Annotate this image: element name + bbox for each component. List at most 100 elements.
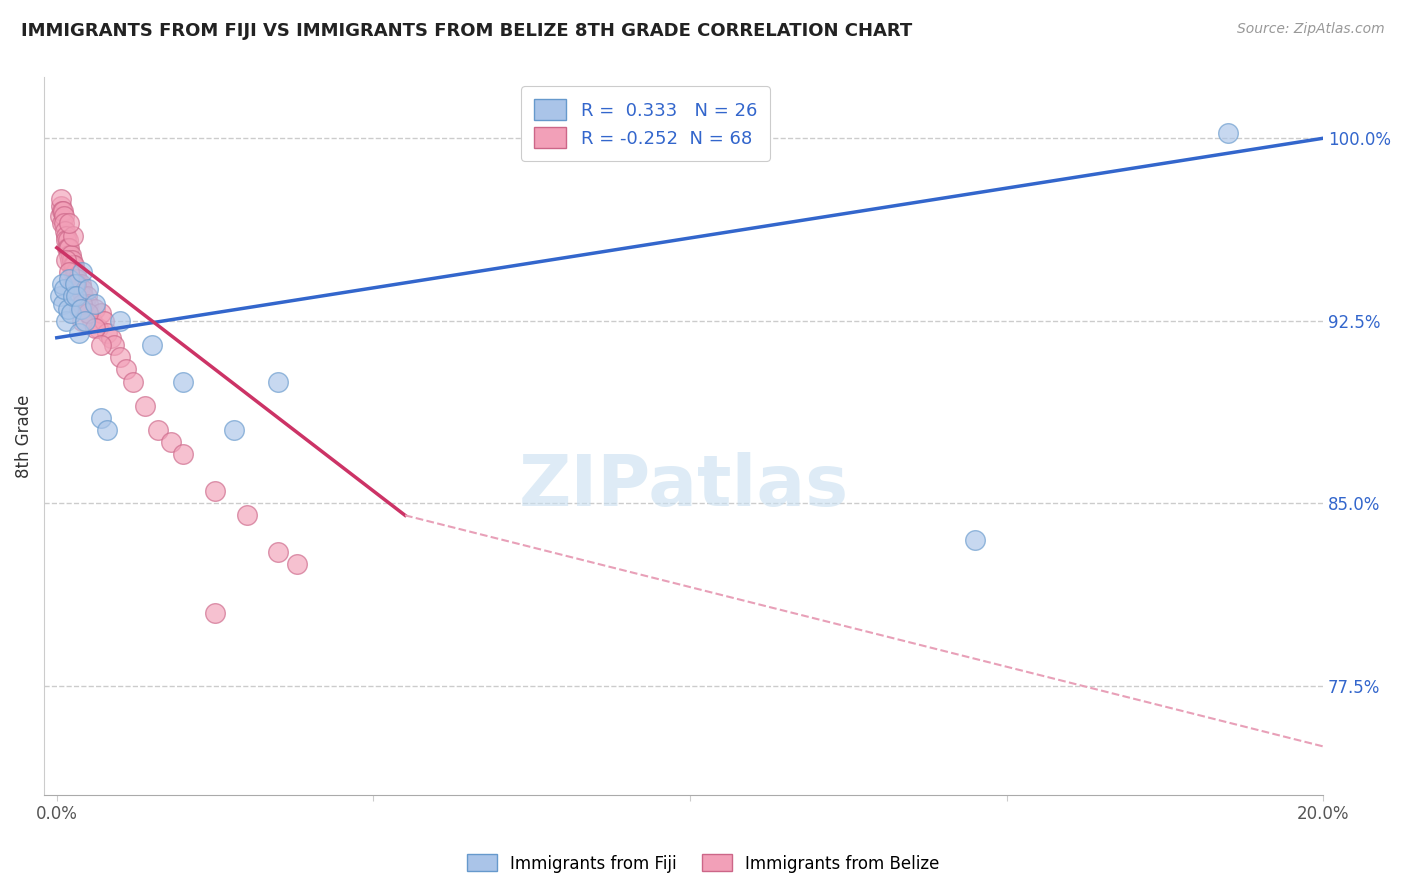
Point bbox=[59, 306, 82, 320]
Point bbox=[59, 248, 82, 262]
Point bbox=[62, 277, 84, 292]
Point bbox=[51, 192, 73, 206]
Point bbox=[62, 228, 84, 243]
Point bbox=[52, 296, 75, 310]
Point bbox=[67, 277, 90, 292]
Point bbox=[60, 252, 83, 267]
Point bbox=[93, 314, 115, 328]
Point bbox=[56, 241, 79, 255]
Point bbox=[52, 209, 75, 223]
Point bbox=[55, 234, 77, 248]
Point bbox=[66, 272, 89, 286]
Point bbox=[90, 306, 112, 320]
Point bbox=[49, 289, 72, 303]
Point bbox=[77, 306, 100, 320]
Point bbox=[58, 216, 80, 230]
Point bbox=[100, 331, 122, 345]
Point bbox=[204, 606, 226, 620]
Point bbox=[56, 241, 79, 255]
Point bbox=[56, 234, 79, 248]
Point bbox=[963, 533, 986, 547]
Point bbox=[96, 326, 118, 340]
Point bbox=[53, 216, 76, 230]
Point bbox=[59, 252, 82, 267]
Point bbox=[267, 545, 290, 559]
Point bbox=[235, 508, 257, 523]
Text: Source: ZipAtlas.com: Source: ZipAtlas.com bbox=[1237, 22, 1385, 37]
Point bbox=[76, 289, 98, 303]
Point bbox=[108, 314, 131, 328]
Point bbox=[287, 557, 309, 571]
Point bbox=[80, 314, 103, 328]
Point bbox=[53, 282, 76, 296]
Point bbox=[55, 228, 77, 243]
Point bbox=[55, 252, 77, 267]
Point bbox=[204, 483, 226, 498]
Point bbox=[90, 338, 112, 352]
Point bbox=[1218, 127, 1240, 141]
Point bbox=[103, 338, 125, 352]
Point bbox=[70, 296, 93, 310]
Point bbox=[52, 204, 75, 219]
Point bbox=[51, 277, 73, 292]
Point bbox=[222, 423, 245, 437]
Point bbox=[70, 282, 93, 296]
Point bbox=[55, 314, 77, 328]
Point bbox=[62, 289, 84, 303]
Point bbox=[58, 248, 80, 262]
Point bbox=[267, 375, 290, 389]
Point bbox=[172, 448, 194, 462]
Point bbox=[62, 258, 84, 272]
Point bbox=[65, 289, 87, 303]
Point bbox=[69, 301, 91, 316]
Point bbox=[53, 224, 76, 238]
Point bbox=[69, 282, 91, 296]
Point bbox=[58, 272, 80, 286]
Point bbox=[56, 301, 79, 316]
Point bbox=[70, 265, 93, 279]
Point bbox=[134, 399, 156, 413]
Point bbox=[108, 350, 131, 364]
Point bbox=[172, 375, 194, 389]
Y-axis label: 8th Grade: 8th Grade bbox=[15, 394, 32, 478]
Point bbox=[63, 272, 86, 286]
Point bbox=[67, 326, 90, 340]
Point bbox=[75, 296, 97, 310]
Point bbox=[141, 338, 163, 352]
Point bbox=[146, 423, 169, 437]
Legend: Immigrants from Fiji, Immigrants from Belize: Immigrants from Fiji, Immigrants from Be… bbox=[460, 847, 946, 880]
Point bbox=[87, 321, 110, 335]
Point bbox=[159, 435, 181, 450]
Point bbox=[62, 265, 84, 279]
Point bbox=[90, 411, 112, 425]
Text: IMMIGRANTS FROM FIJI VS IMMIGRANTS FROM BELIZE 8TH GRADE CORRELATION CHART: IMMIGRANTS FROM FIJI VS IMMIGRANTS FROM … bbox=[21, 22, 912, 40]
Point bbox=[77, 296, 100, 310]
Point bbox=[83, 296, 105, 310]
Point bbox=[58, 241, 80, 255]
Point bbox=[96, 423, 118, 437]
Point bbox=[49, 209, 72, 223]
Point bbox=[65, 289, 87, 303]
Point bbox=[65, 277, 87, 292]
Point bbox=[63, 277, 86, 292]
Point bbox=[83, 321, 105, 335]
Point bbox=[69, 277, 91, 292]
Point bbox=[49, 199, 72, 213]
Point bbox=[70, 314, 93, 328]
Point bbox=[121, 375, 143, 389]
Point bbox=[63, 258, 86, 272]
Point bbox=[77, 282, 100, 296]
Point bbox=[58, 265, 80, 279]
Point bbox=[65, 265, 87, 279]
Point bbox=[115, 362, 138, 376]
Point bbox=[72, 289, 94, 303]
Point bbox=[60, 258, 83, 272]
Point bbox=[75, 314, 97, 328]
Point bbox=[67, 301, 90, 316]
Legend: R =  0.333   N = 26, R = -0.252  N = 68: R = 0.333 N = 26, R = -0.252 N = 68 bbox=[522, 87, 769, 161]
Point bbox=[83, 301, 105, 316]
Point bbox=[51, 204, 73, 219]
Point bbox=[51, 216, 73, 230]
Point bbox=[63, 265, 86, 279]
Text: ZIPatlas: ZIPatlas bbox=[519, 452, 849, 521]
